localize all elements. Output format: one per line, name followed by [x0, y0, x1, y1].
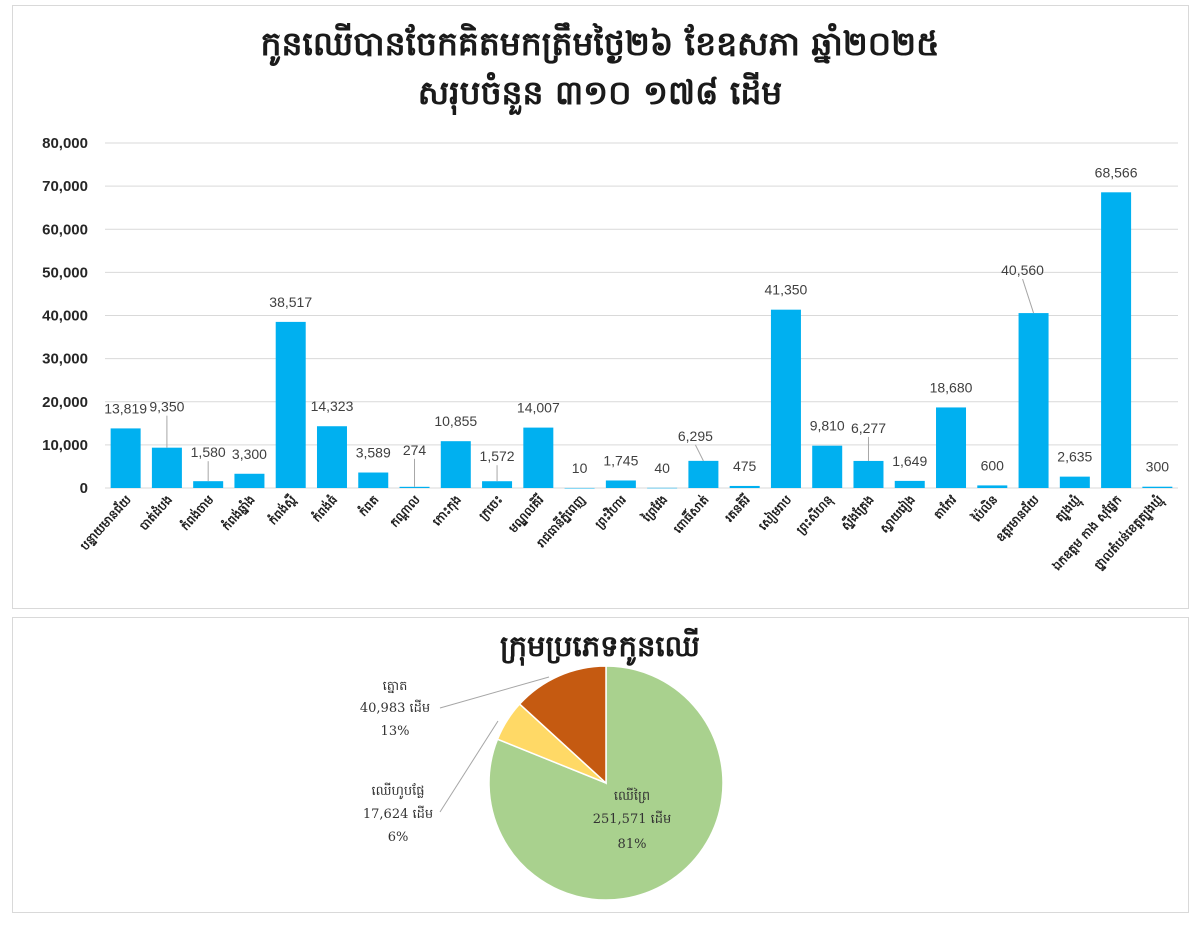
bar [853, 460, 884, 488]
slice-label-palm-trees: ត្នោត 40,983 ដើម 13% [360, 679, 430, 739]
bar-value-label: 40 [654, 460, 670, 476]
bar [440, 441, 471, 488]
bar-chart-panel [12, 5, 1189, 609]
pie-slice [488, 665, 724, 901]
bar [1101, 192, 1132, 488]
bar [936, 407, 967, 488]
y-tick-label: 20,000 [42, 394, 88, 411]
value-leader-line [694, 444, 704, 462]
slice-name: ត្នោត [383, 679, 408, 694]
bar-value-label: 600 [981, 457, 1005, 473]
slice-percent: 13% [381, 724, 410, 739]
y-tick-label: 10,000 [42, 437, 88, 454]
bar [151, 447, 182, 488]
leader-line [439, 676, 550, 709]
bar [234, 473, 265, 488]
bar-value-label: 38,517 [269, 294, 312, 310]
bar-value-label: 1,580 [191, 444, 226, 460]
y-tick-label: 0 [80, 480, 88, 497]
slice-value: 17,624 ដើម [363, 805, 433, 822]
bar-value-label: 9,810 [810, 418, 845, 434]
bar [770, 309, 801, 488]
y-tick-label: 70,000 [42, 178, 88, 195]
bar-value-label: 9,350 [149, 399, 184, 415]
bar-value-label: 300 [1146, 459, 1170, 475]
y-tick-label: 80,000 [42, 135, 88, 152]
bar-value-label: 13,819 [104, 400, 147, 416]
slice-name: ឈើព្រៃ [614, 787, 650, 804]
bar [1142, 486, 1173, 488]
bar-value-label: 1,745 [603, 452, 638, 468]
leader-line [439, 720, 499, 813]
bar-value-label: 10 [572, 460, 588, 476]
bar [729, 485, 760, 488]
bar [523, 427, 554, 488]
chart-title: កូនឈើបានចែកគិតមកត្រឹមថ្ងៃ២៦ ខែឧសភា ឆ្នាំ… [261, 22, 940, 67]
slice-label-fruit-trees: ឈើហូបផ្លែ 17,624 ដើម 6% [363, 782, 433, 845]
slice-label-forest-trees: ឈើព្រៃ 251,571 ដើម 81% [593, 787, 672, 852]
bar [647, 487, 678, 489]
bar-value-label: 6,277 [851, 420, 886, 436]
bar-value-label: 40,560 [1001, 262, 1044, 278]
slice-value: 40,983 ដើម [360, 699, 430, 716]
bar-value-label: 2,635 [1057, 449, 1092, 465]
value-leader-line [1022, 278, 1035, 314]
bar-value-label: 14,323 [311, 398, 354, 414]
bar [482, 481, 513, 488]
slice-name: ឈើហូបផ្លែ [371, 782, 424, 800]
y-tick-label: 40,000 [42, 308, 88, 325]
bar [688, 460, 719, 488]
slice-percent: 81% [618, 837, 647, 852]
bar-value-label: 18,680 [930, 379, 973, 395]
slice-percent: 6% [388, 830, 409, 845]
bar-value-label: 274 [403, 442, 427, 458]
bar [193, 481, 224, 488]
y-tick-label: 30,000 [42, 351, 88, 368]
bar [316, 426, 347, 488]
bar [605, 480, 636, 488]
pie-chart-title: ក្រុមប្រភេទកូនឈើ [500, 627, 700, 666]
bar-value-label: 68,566 [1095, 164, 1138, 180]
bar [110, 428, 141, 488]
y-tick-label: 50,000 [42, 264, 88, 281]
bar [1059, 476, 1090, 488]
pie-slice [518, 665, 607, 785]
bar-value-label: 1,649 [892, 453, 927, 469]
bar-value-label: 3,589 [356, 445, 391, 461]
pie-chart [488, 665, 724, 901]
bar-value-label: 41,350 [765, 282, 808, 298]
bar-value-label: 6,295 [678, 428, 713, 444]
chart-subtitle: សរុបចំនួន ៣១០ ១៧៨ ដើម [418, 72, 782, 116]
slice-value: 251,571 ដើម [593, 810, 672, 827]
bar [358, 472, 389, 488]
y-tick-label: 60,000 [42, 221, 88, 238]
bar [812, 445, 843, 488]
bar [977, 485, 1008, 488]
bar-value-label: 1,572 [480, 448, 515, 464]
bar [564, 487, 595, 489]
bar-value-label: 14,007 [517, 400, 560, 416]
bar-value-label: 3,300 [232, 446, 267, 462]
bar [399, 486, 430, 488]
bar-value-label: 10,855 [434, 413, 477, 429]
bar-value-label: 475 [733, 458, 757, 474]
bar [275, 321, 306, 488]
bar [1018, 313, 1049, 488]
bar [894, 480, 925, 488]
